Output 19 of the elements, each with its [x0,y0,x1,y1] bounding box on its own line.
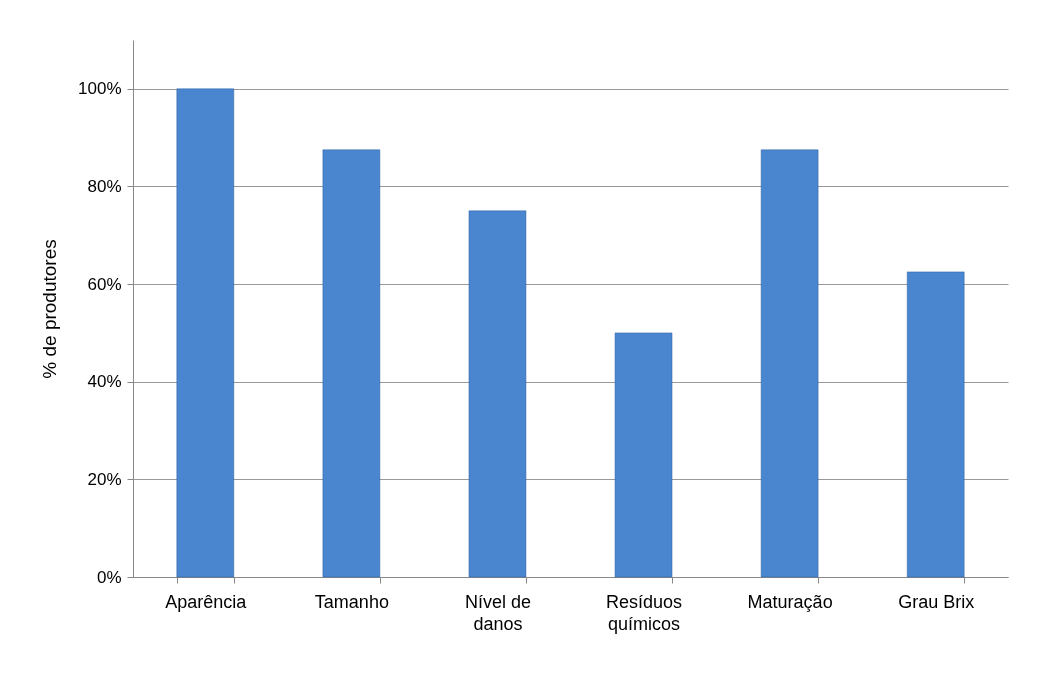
y-tick-label: 80% [87,176,122,196]
y-tick-label: 20% [87,469,122,489]
bar [176,88,235,578]
bar [906,271,965,578]
x-tick-label: Nível de danos [464,591,531,634]
x-tick-label: Aparência [165,591,248,612]
y-axis-title: % de produtores [39,239,61,379]
x-tick-label: Maturação [747,591,833,612]
y-tick-label: 60% [87,274,122,294]
bar [322,149,381,578]
bar [614,332,673,578]
x-tick-label: Grau Brix [898,591,975,612]
bar [468,210,527,578]
y-tick-label: 0% [96,567,122,587]
bar [760,149,819,578]
y-tick-label: 40% [87,372,122,392]
y-tick-label: 100% [78,79,122,99]
x-tick-label: Resíduos químicos [606,591,683,634]
x-tick-label: Tamanho [314,591,389,612]
